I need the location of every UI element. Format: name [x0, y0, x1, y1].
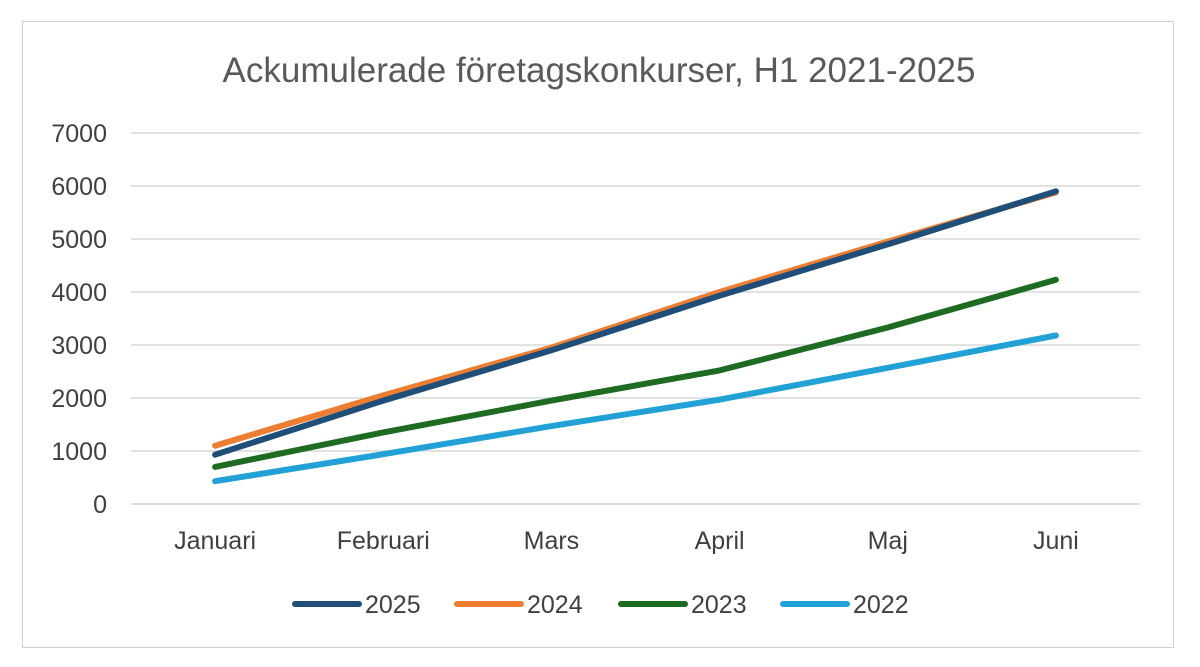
y-tick-label: 6000	[51, 173, 107, 201]
legend-label-2022: 2022	[853, 591, 909, 619]
x-tick-label: Februari	[337, 527, 430, 555]
x-tick-label: Juni	[1033, 527, 1079, 555]
legend-label-2024: 2024	[527, 591, 583, 619]
series-line-2025	[212, 188, 1059, 458]
y-tick-label: 5000	[51, 226, 107, 254]
y-tick-label: 4000	[51, 279, 107, 307]
x-tick-label: Mars	[524, 527, 580, 555]
series-lines	[212, 188, 1059, 485]
y-axis-ticks: 0 1000 2000 3000 4000 5000 6000 7000	[51, 120, 107, 519]
chart-frame: Ackumulerade företagskonkurser, H1 2021-…	[22, 21, 1174, 648]
y-tick-label: 0	[93, 491, 107, 519]
line-chart: Ackumulerade företagskonkurser, H1 2021-…	[51, 51, 1140, 619]
chart-title: Ackumulerade företagskonkurser, H1 2021-…	[223, 51, 976, 90]
x-tick-label: Maj	[868, 527, 908, 555]
y-tick-label: 1000	[51, 438, 107, 466]
y-tick-label: 2000	[51, 385, 107, 413]
legend: 2025 2024 2023 2022	[292, 591, 909, 619]
y-tick-label: 7000	[51, 120, 107, 148]
legend-label-2025: 2025	[365, 591, 421, 619]
x-tick-label: April	[695, 527, 745, 555]
y-tick-label: 3000	[51, 332, 107, 360]
x-axis-ticks: Januari Februari Mars April Maj Juni	[174, 527, 1079, 555]
series-line-2022	[212, 332, 1059, 485]
x-tick-label: Januari	[174, 527, 256, 555]
series-line-2023	[212, 276, 1059, 470]
legend-label-2023: 2023	[691, 591, 747, 619]
